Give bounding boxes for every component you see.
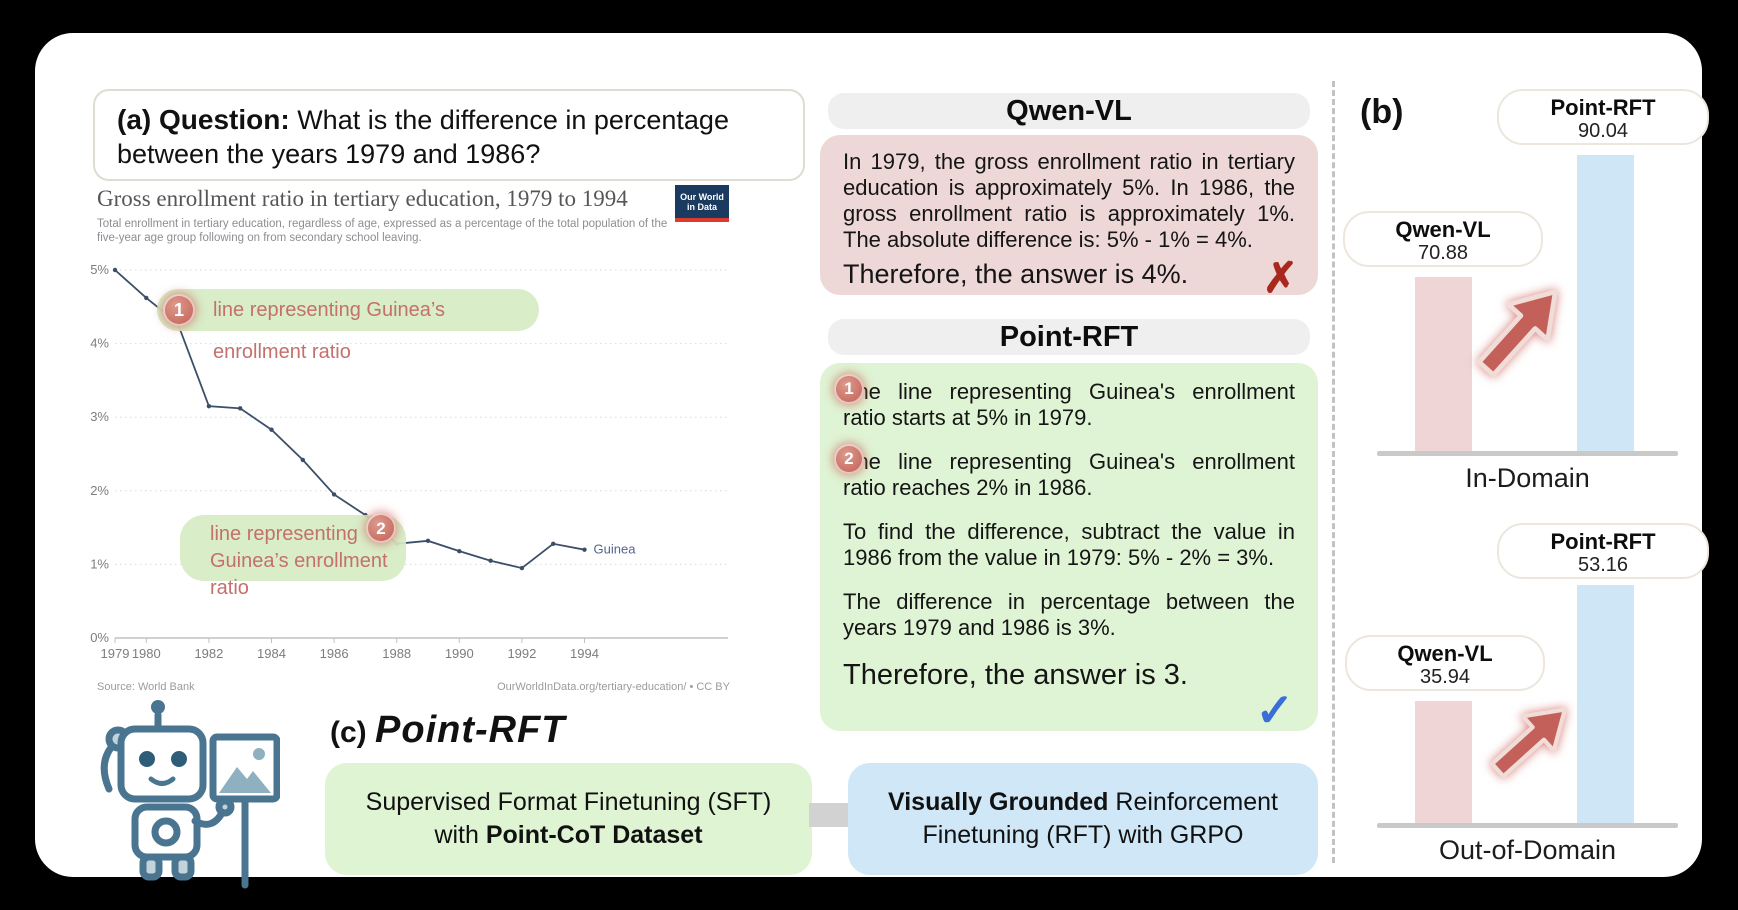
out-domain-qwen-vl-bar [1415, 701, 1472, 823]
in-domain-point-rft-bar [1577, 155, 1634, 451]
point-step-4: The difference in percentage between the… [843, 589, 1295, 640]
data-point [238, 406, 243, 411]
annotation-text-2-line2: Guinea’s enrollment ratio [210, 550, 388, 599]
point-step-3: To find the difference, subtract the val… [843, 519, 1295, 570]
x-tick-label: 1979 [101, 646, 130, 661]
data-point [206, 403, 212, 409]
data-point [112, 267, 118, 273]
our-world-in-data-logo: Our World in Data [675, 185, 729, 222]
y-tick-label: 3% [90, 409, 109, 424]
x-tick-label: 1992 [507, 646, 536, 661]
chart-subtitle: Total enrollment in tertiary education, … [97, 218, 668, 244]
in-domain-caption: In-Domain [1465, 463, 1590, 493]
data-point [488, 558, 493, 563]
improvement-arrow-in-domain [1476, 289, 1558, 378]
chart-source: Source: World Bank [97, 681, 195, 693]
annotation-badge-2: 2 [366, 513, 396, 543]
point-step-1: 1 The line representing Guinea's enrollm… [834, 374, 1295, 431]
sft-stage-box: Supervised Format Finetuning (SFT) with … [325, 763, 812, 875]
x-tick-label: 1982 [194, 646, 223, 661]
data-point [582, 547, 587, 552]
rft-line1: Visually Grounded Reinforcement [888, 788, 1278, 816]
out-domain-point-rft-bar [1577, 585, 1634, 823]
data-point [300, 457, 305, 463]
qwen-vl-answer: Therefore, the answer is 4%. [843, 259, 1189, 289]
figure-panel: (a) Question: What is the difference in … [35, 33, 1709, 889]
in-domain-qwen-vl-label: Qwen-VL 70.88 [1343, 211, 1543, 267]
out-domain-point-rft-label: Point-RFT 53.16 [1497, 523, 1709, 579]
data-point [457, 548, 462, 554]
x-tick-label: 1980 [132, 646, 161, 661]
rft-line2: Finetuning (RFT) with GRPO [922, 821, 1244, 849]
y-tick-label: 2% [90, 483, 109, 498]
question-text: What is the difference in percentage bet… [117, 105, 729, 169]
x-tick-label: 1994 [570, 646, 599, 661]
chart-title: Gross enrollment ratio in tertiary educa… [97, 186, 628, 211]
panel-c-label: (c) [330, 716, 367, 749]
chart-attribution: OurWorldInData.org/tertiary-education/ •… [497, 681, 730, 693]
rft-stage-box: Visually Grounded Reinforcement Finetuni… [848, 763, 1318, 875]
pipeline-connector [809, 803, 851, 827]
annotation-text-2-line1: line representing [210, 523, 358, 545]
step-badge-2: 2 [834, 444, 864, 474]
x-tick-label: 1990 [445, 646, 474, 661]
data-point [551, 541, 556, 546]
in-domain-qwen-vl-bar [1415, 277, 1472, 451]
panel-c-method-name: Point-RFT [375, 709, 566, 751]
y-tick-label: 1% [90, 556, 109, 571]
point-rft-response-box: 1 The line representing Guinea's enrollm… [820, 363, 1318, 736]
chart-annotation-2: 2 line representing Guinea’s enrollment … [180, 513, 406, 599]
series-label-guinea: Guinea [594, 542, 637, 557]
wrong-cross-icon: ✗ [1262, 254, 1298, 301]
data-point [144, 295, 149, 301]
x-tick-label: 1988 [382, 646, 411, 661]
point-step-2: 2 The line representing Guinea's enrollm… [834, 444, 1295, 501]
panel-a-label: (a) Question: [117, 104, 290, 135]
x-tick-label: 1986 [320, 646, 349, 661]
point-rft-header: Point-RFT [828, 319, 1310, 355]
in-domain-axis [1377, 451, 1678, 456]
correct-check-icon: ✓ [1255, 684, 1294, 736]
y-tick-label: 4% [90, 336, 109, 351]
logo-line1: Our World [680, 191, 724, 202]
qwen-vl-response-box: In 1979, the gross enrollment ratio in t… [820, 135, 1318, 301]
sft-line1: Supervised Format Finetuning (SFT) [365, 788, 772, 816]
dashed-separator [1332, 81, 1335, 863]
point-rft-answer: Therefore, the answer is 3. [843, 659, 1188, 691]
robot-icon [100, 700, 280, 889]
data-point [269, 427, 274, 432]
out-domain-qwen-vl-label: Qwen-VL 35.94 [1345, 635, 1545, 691]
guinea-line [114, 269, 585, 570]
annotation-badge-1: 1 [163, 294, 195, 326]
data-point [425, 538, 431, 544]
panel-b-label: (b) [1360, 93, 1404, 131]
panel-c-title: (c) Point-RFT [330, 709, 566, 752]
out-domain-axis [1377, 823, 1678, 828]
qwen-vl-header: Qwen-VL [828, 93, 1310, 129]
out-domain-caption: Out-of-Domain [1438, 835, 1617, 865]
chart-annotation-1: 1 line representing Guinea’s enrollment … [157, 289, 539, 363]
logo-line2: in Data [686, 201, 717, 212]
x-tick-label: 1984 [257, 646, 286, 661]
question-bubble: (a) Question: What is the difference in … [93, 89, 805, 181]
data-point [331, 492, 337, 497]
in-domain-point-rft-label: Point-RFT 90.04 [1497, 89, 1709, 145]
qwen-vl-response-text: In 1979, the gross enrollment ratio in t… [843, 149, 1295, 252]
annotation-text-1: line representing Guinea’s enrollment ra… [213, 299, 446, 363]
line-chart: 5% 4% 3% 2% 1% 0%1979 1980 1982 1984 1986 1988 1990… [90, 262, 728, 661]
y-tick-label: 5% [90, 262, 109, 277]
improvement-arrow-out-domain [1490, 707, 1567, 779]
step-badge-1: 1 [834, 374, 864, 404]
data-point [519, 565, 525, 571]
y-tick-label: 0% [90, 630, 109, 645]
sft-line2: with Point-CoT Dataset [434, 821, 703, 849]
